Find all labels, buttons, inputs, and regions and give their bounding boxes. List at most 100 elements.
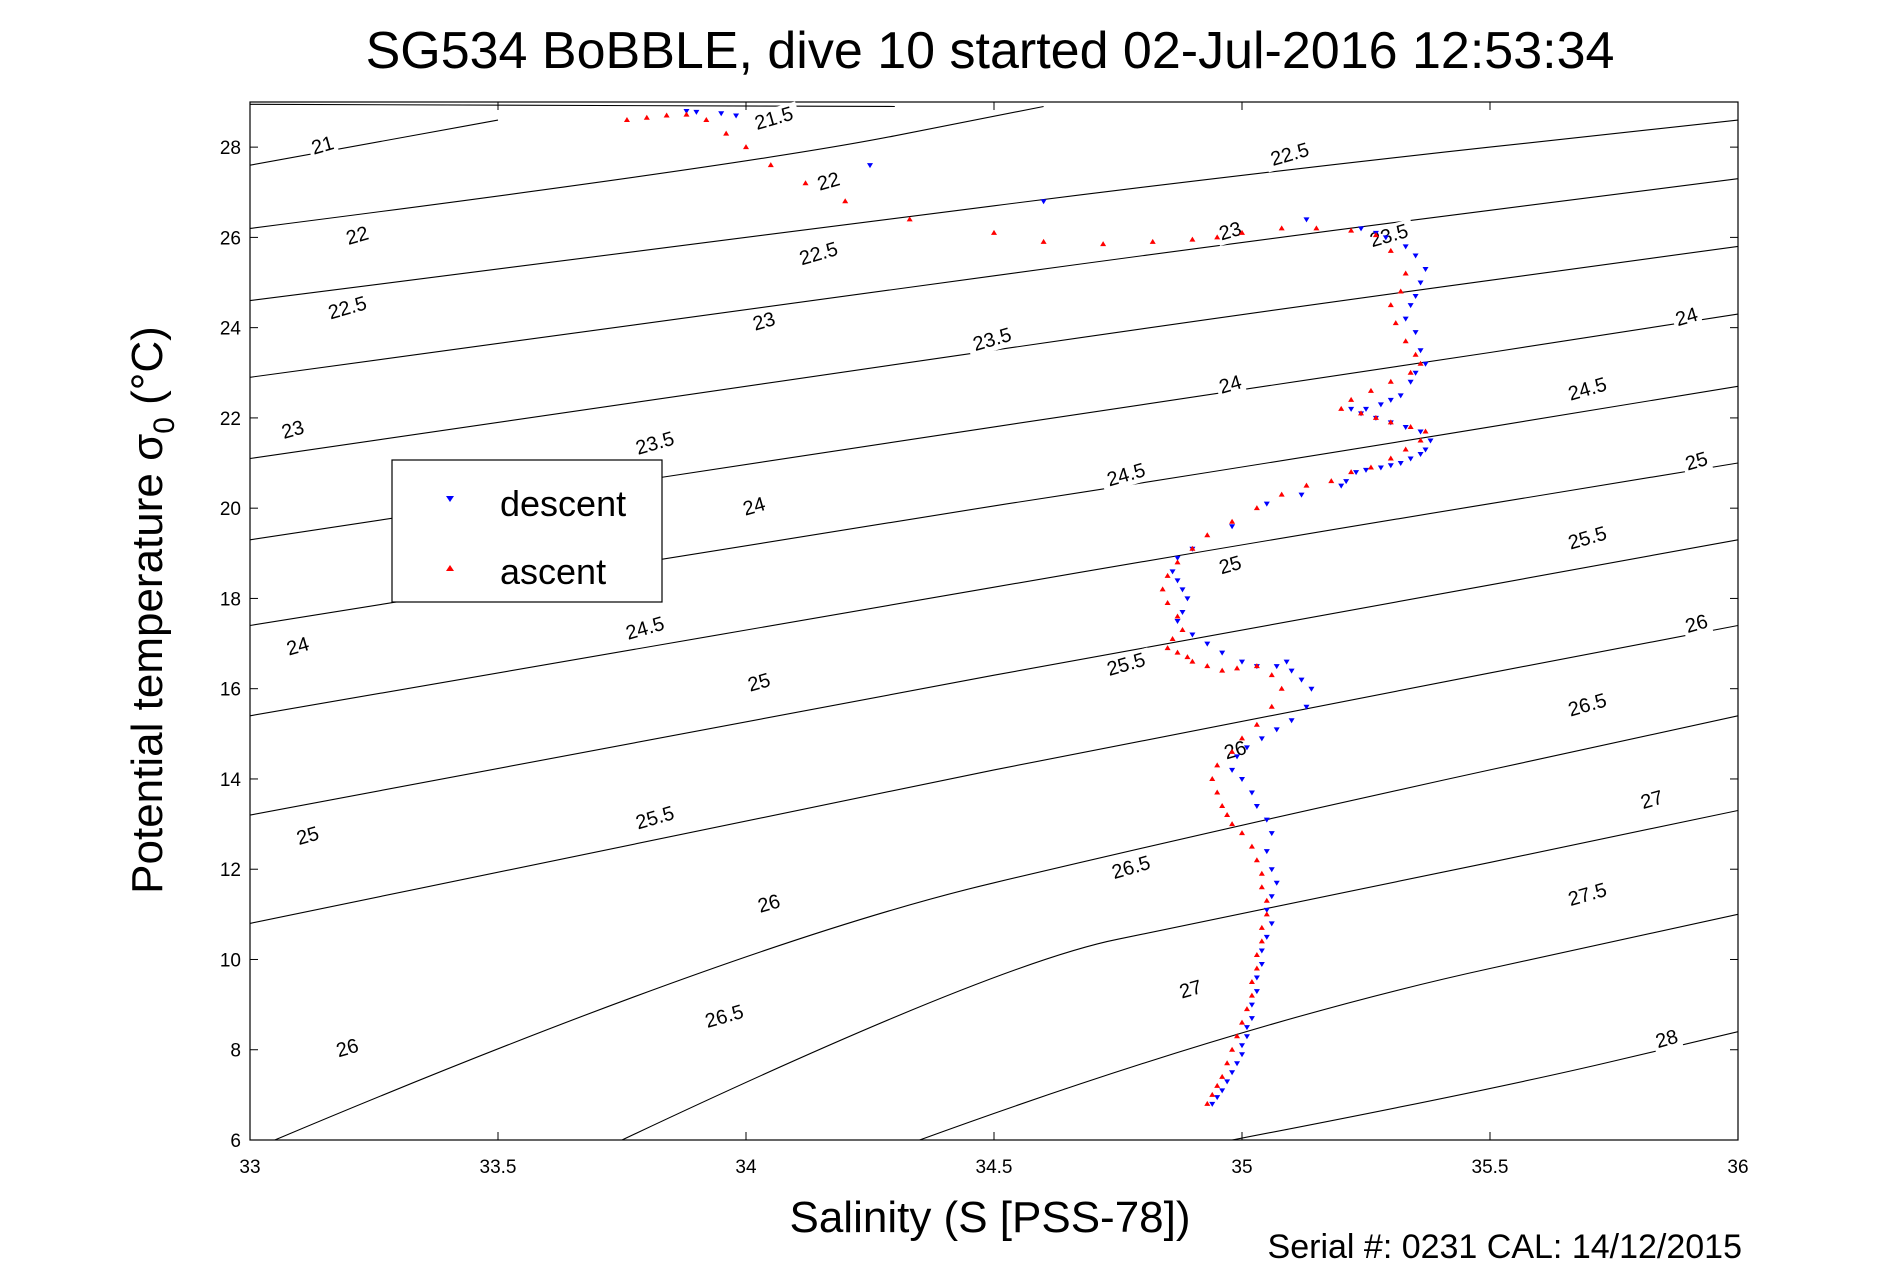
contour-label-bg bbox=[1099, 647, 1154, 683]
descent-point bbox=[1363, 467, 1369, 473]
contour-line-28 bbox=[1231, 1031, 1738, 1140]
ascent-point bbox=[1253, 505, 1260, 511]
descent-point bbox=[1258, 948, 1265, 954]
descent-point bbox=[1298, 677, 1305, 683]
ascent-point bbox=[1407, 369, 1414, 375]
ascent-point bbox=[1303, 482, 1310, 488]
ascent-point bbox=[1239, 735, 1245, 741]
descent-point bbox=[1248, 1002, 1255, 1008]
legend-ascent-label: ascent bbox=[500, 551, 606, 592]
descent-point bbox=[1382, 235, 1389, 241]
descent-point bbox=[1263, 849, 1270, 855]
descent-point bbox=[1377, 402, 1384, 408]
ascent-point bbox=[1248, 992, 1255, 998]
descent-point bbox=[1397, 461, 1404, 467]
descent-point bbox=[1214, 1095, 1221, 1101]
descent-point bbox=[1288, 668, 1295, 674]
descent-point bbox=[1363, 406, 1369, 412]
ascent-point bbox=[1229, 518, 1236, 524]
ascent-point bbox=[1040, 238, 1047, 244]
descent-point bbox=[1248, 790, 1255, 796]
contour-label-bg bbox=[320, 290, 375, 326]
ascent-point bbox=[723, 130, 730, 136]
descent-point bbox=[1239, 1052, 1245, 1058]
descent-point bbox=[718, 111, 725, 117]
ascent-point bbox=[1263, 897, 1270, 903]
x-tick-label: 34.5 bbox=[976, 1157, 1013, 1178]
contour-label-bg bbox=[1560, 521, 1615, 556]
contour-label-bg bbox=[276, 415, 310, 445]
y-axis-label-text: Potential temperature σ0 (°C) bbox=[123, 326, 181, 894]
contour-line-26-5 bbox=[274, 715, 1738, 1140]
descent-point bbox=[1253, 804, 1260, 810]
ascent-point bbox=[1204, 532, 1211, 538]
descent-point bbox=[1263, 817, 1270, 823]
contour-line-21 bbox=[250, 119, 499, 166]
descent-point bbox=[1288, 718, 1295, 724]
descent-point bbox=[1283, 659, 1290, 665]
ascent-point bbox=[1149, 238, 1156, 244]
descent-point bbox=[1189, 632, 1196, 638]
contour-label-bg bbox=[752, 889, 786, 919]
descent-point bbox=[1263, 501, 1270, 507]
ascent-point bbox=[1278, 491, 1285, 497]
descent-point bbox=[1263, 907, 1270, 913]
ascent-point bbox=[1387, 455, 1394, 461]
ascent-point bbox=[1278, 225, 1285, 231]
contour-label-bg bbox=[1262, 137, 1318, 173]
ascent-point bbox=[1229, 821, 1236, 827]
ascent-point bbox=[1402, 338, 1409, 344]
descent-point bbox=[1268, 894, 1275, 900]
descent-point bbox=[867, 163, 873, 169]
ascent-point bbox=[1412, 351, 1419, 357]
contour-label-bg bbox=[1560, 372, 1615, 408]
descent-point bbox=[1243, 1034, 1250, 1040]
ascent-point bbox=[1258, 924, 1265, 930]
ascent-point bbox=[1407, 423, 1414, 429]
descent-point bbox=[1377, 465, 1384, 471]
x-tick-label: 35.5 bbox=[1472, 1157, 1509, 1178]
ascent-point bbox=[1174, 559, 1181, 565]
y-tick-label: 22 bbox=[220, 409, 241, 430]
descent-point bbox=[1412, 253, 1419, 259]
contour-label-bg bbox=[1560, 877, 1615, 913]
serial-calibration-note: Serial #: 0231 CAL: 14/12/2015 bbox=[1268, 1228, 1742, 1262]
descent-point bbox=[1174, 555, 1181, 561]
ascent-point bbox=[1387, 247, 1394, 253]
contour-label-bg bbox=[1099, 457, 1154, 493]
ascent-point bbox=[1278, 685, 1285, 691]
ascent-point bbox=[743, 144, 749, 150]
descent-point bbox=[1417, 280, 1424, 286]
descent-point bbox=[1219, 1088, 1226, 1094]
contour-label-bg bbox=[1670, 302, 1704, 332]
ascent-point bbox=[1239, 229, 1245, 235]
ascent-point bbox=[703, 117, 710, 123]
ascent-point bbox=[1243, 1006, 1250, 1012]
descent-point bbox=[1263, 934, 1270, 940]
ascent-point bbox=[1209, 775, 1216, 781]
contour-label-bg bbox=[1104, 850, 1159, 886]
ascent-point bbox=[1397, 288, 1404, 294]
ascent-point bbox=[1387, 378, 1394, 384]
y-tick-label: 8 bbox=[230, 1041, 241, 1062]
y-tick-label: 14 bbox=[220, 770, 242, 791]
ascent-point bbox=[1159, 586, 1166, 592]
contour-line-23 bbox=[250, 178, 1738, 378]
contour-label-bg bbox=[1635, 785, 1669, 815]
ascent-point bbox=[767, 162, 774, 168]
contour-label-bg bbox=[627, 800, 683, 836]
ascent-point bbox=[1179, 627, 1186, 633]
descent-point bbox=[1422, 266, 1429, 272]
descent-point bbox=[1402, 316, 1409, 322]
legend-box bbox=[391, 459, 663, 603]
ascent-point bbox=[1164, 645, 1171, 651]
legend-ascent-marker bbox=[446, 565, 454, 571]
y-axis-label-subscript: 0 bbox=[148, 417, 181, 434]
descent-point bbox=[1179, 609, 1186, 615]
descent-point bbox=[683, 109, 690, 115]
descent-point bbox=[1397, 393, 1404, 399]
contour-label-bg bbox=[965, 322, 1020, 358]
descent-series bbox=[683, 109, 1434, 1107]
descent-point bbox=[1268, 831, 1275, 837]
